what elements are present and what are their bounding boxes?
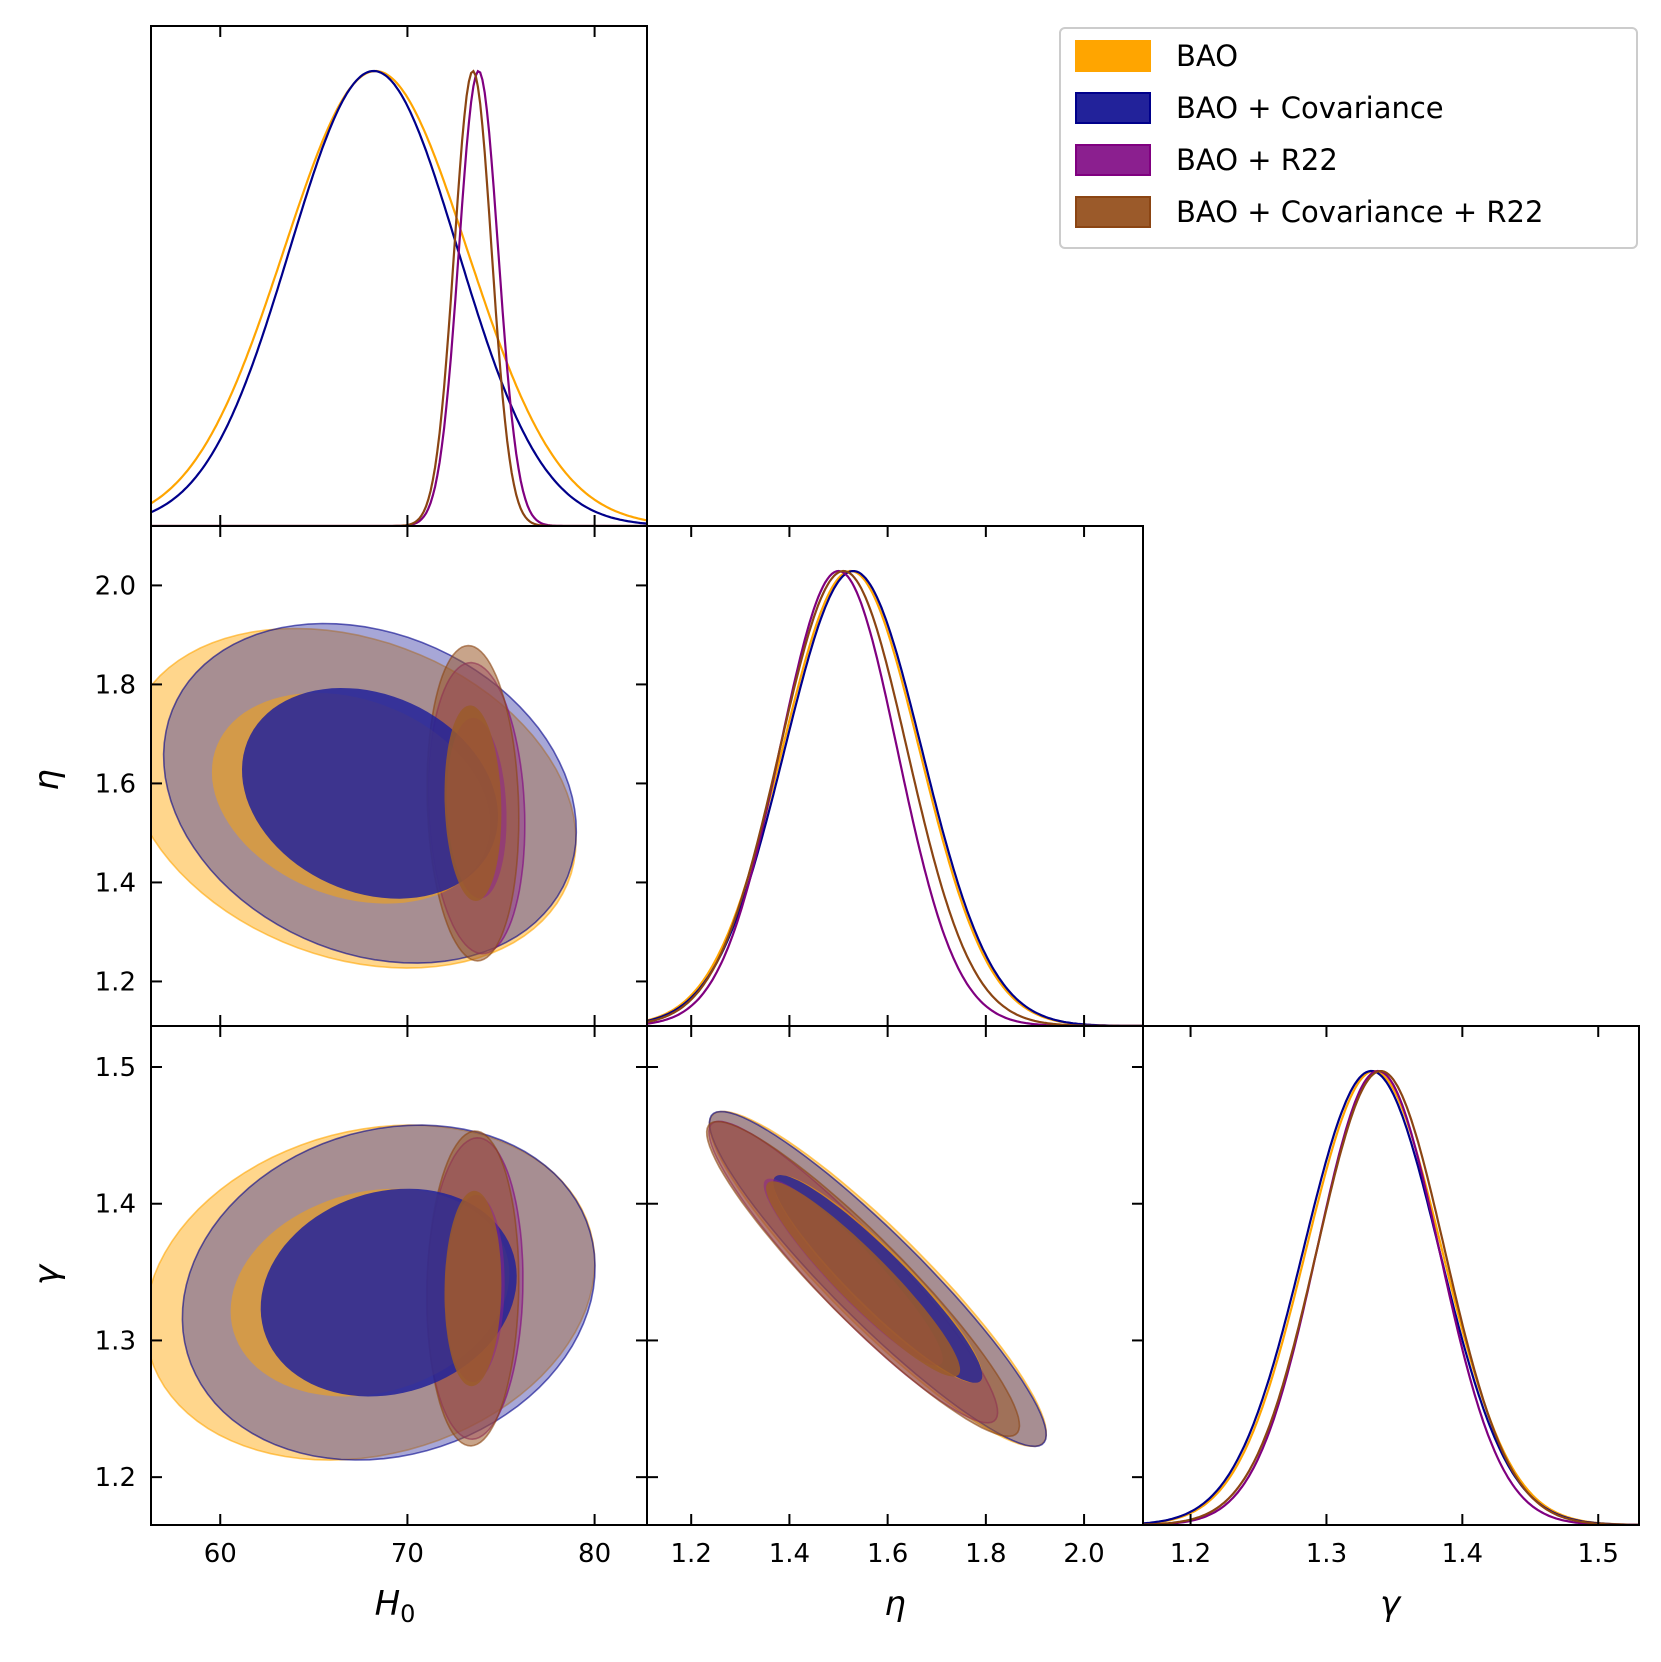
legend-swatch-3 [1075, 196, 1151, 228]
marginal-curve-eta-0 [647, 569, 1143, 1026]
ylabel-eta: η [27, 769, 67, 791]
contour-inner-eta_gamma-3 [766, 1181, 961, 1377]
x-tick-label-gamma-1: 1.3 [1306, 1539, 1347, 1569]
legend-label-2: BAO + R22 [1176, 143, 1338, 177]
marginal-curve-gamma-2 [1143, 1069, 1639, 1525]
y-tick-label-eta-3: 1.8 [95, 670, 136, 700]
marginal-gamma [1143, 1069, 1639, 1525]
ylabel-gamma: γ [27, 1263, 67, 1285]
marginal-curve-eta-2 [647, 569, 1143, 1026]
y-tick-label-eta-4: 2.0 [95, 571, 136, 601]
marginal-curve-gamma-0 [1143, 1070, 1639, 1525]
legend: BAO BAO + Covariance BAO + R22 BAO + Covari… [1059, 27, 1638, 249]
panel-frame-0-0 [150, 25, 648, 527]
x-tick-label-eta-3: 1.8 [965, 1539, 1006, 1569]
marginal-curve-H0-2 [151, 69, 647, 526]
contours-eta_gamma [705, 1110, 1048, 1448]
x-tick-label-gamma-2: 1.4 [1442, 1539, 1483, 1569]
y-tick-label-eta-2: 1.6 [95, 769, 136, 799]
legend-label-0: BAO [1176, 39, 1238, 73]
x-tick-label-gamma-3: 1.5 [1578, 1539, 1619, 1569]
x-tick-label-H0-0: 60 [204, 1539, 237, 1569]
marginal-curve-H0-0 [151, 69, 647, 522]
legend-swatch-1 [1075, 92, 1151, 124]
marginal-curve-H0-1 [151, 69, 647, 525]
legend-swatch-2 [1075, 144, 1151, 176]
panel-frame-2-2 [1142, 1025, 1640, 1526]
marginal-curve-eta-3 [647, 569, 1143, 1026]
marginal-curve-eta-1 [647, 570, 1143, 1026]
x-tick-label-eta-2: 1.6 [867, 1539, 908, 1569]
y-tick-label-gamma-2: 1.4 [95, 1190, 136, 1220]
marginal-curve-gamma-1 [1143, 1069, 1639, 1525]
y-tick-label-gamma-3: 1.5 [95, 1053, 136, 1083]
contour-inner-H0_gamma-3 [444, 1190, 502, 1387]
contour-inner-H0_eta-3 [444, 705, 502, 901]
marginal-H0 [151, 69, 647, 526]
contours-H0_eta [151, 622, 578, 969]
y-tick-label-eta-0: 1.2 [95, 967, 136, 997]
xlabel-eta: η [884, 1584, 906, 1624]
legend-label-1: BAO + Covariance [1176, 91, 1444, 125]
xlabel-gamma: γ [1380, 1584, 1402, 1624]
xlabel-h0: H0 [375, 1584, 416, 1628]
x-tick-label-H0-1: 70 [391, 1539, 424, 1569]
contours-H0_gamma [151, 1124, 596, 1461]
legend-swatch-0 [1075, 40, 1151, 72]
contour-inner-H0_eta-1 [242, 688, 498, 899]
x-tick-label-eta-4: 2.0 [1063, 1539, 1104, 1569]
x-tick-label-eta-1: 1.4 [769, 1539, 810, 1569]
marginal-curve-gamma-3 [1143, 1070, 1639, 1525]
y-tick-label-eta-1: 1.4 [95, 868, 136, 898]
y-tick-label-gamma-0: 1.2 [95, 1463, 136, 1493]
y-tick-label-gamma-1: 1.3 [95, 1326, 136, 1356]
marginal-curve-H0-3 [151, 69, 647, 526]
x-tick-label-eta-0: 1.2 [671, 1539, 712, 1569]
legend-label-3: BAO + Covariance + R22 [1176, 195, 1543, 229]
marginal-eta [647, 569, 1143, 1026]
x-tick-label-gamma-0: 1.2 [1170, 1539, 1211, 1569]
x-tick-label-H0-2: 80 [578, 1539, 611, 1569]
